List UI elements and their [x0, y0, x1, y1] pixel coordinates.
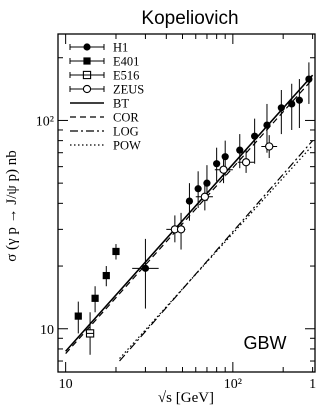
- x-tick-label: 1: [309, 377, 316, 392]
- zeus-point: [265, 142, 274, 151]
- x-tick-label: 10: [59, 377, 73, 392]
- h1-point: [251, 132, 259, 140]
- legend-marker-e401: [83, 57, 91, 65]
- legend-marker-h1: [83, 43, 91, 51]
- h1-point: [288, 100, 296, 108]
- chart-title: Kopeliovich: [141, 8, 238, 29]
- legend-marker-e516: [82, 70, 92, 80]
- e401-point: [112, 247, 120, 256]
- zeus-point: [219, 165, 228, 174]
- zeus-point: [200, 192, 209, 201]
- h1-point: [236, 146, 244, 154]
- legend-label-bt: BT: [113, 97, 129, 111]
- x-tick-label: 10²: [224, 377, 242, 392]
- h1-point: [277, 104, 285, 112]
- legend-label-zeus: ZEUS: [113, 83, 144, 97]
- zeus-point: [241, 158, 251, 167]
- legend-label-e401: E401: [113, 55, 139, 69]
- h1-point: [185, 197, 194, 205]
- e516-point: [85, 329, 95, 338]
- axis-ticks: [57, 34, 315, 372]
- h1-point: [194, 185, 202, 193]
- e401-point: [91, 294, 99, 302]
- e401-point: [102, 271, 110, 280]
- x-axis-label: √s [GeV]: [158, 390, 214, 406]
- y-axis-label: σ (γ p → J/ψ p) nb: [4, 150, 20, 262]
- model-annotation: GBW: [244, 333, 287, 353]
- e401-point: [74, 312, 82, 320]
- h1-point: [305, 75, 313, 83]
- tick-labels: 10 10² 1 10 10²: [36, 114, 316, 392]
- curve-log: [119, 140, 314, 362]
- legend-marker-zeus: [82, 84, 92, 94]
- data-points: [74, 62, 313, 355]
- legend-label-e516: E516: [113, 69, 139, 83]
- h1-point: [141, 264, 150, 272]
- h1-point: [263, 121, 271, 129]
- legend-label-h1: H1: [113, 41, 128, 55]
- legend-label-cor: COR: [113, 111, 139, 125]
- h1-point: [221, 153, 229, 161]
- h1-point: [295, 96, 303, 104]
- curve-pow: [119, 144, 314, 359]
- y-tick-label: 10²: [36, 114, 54, 129]
- legend-label-log: LOG: [113, 125, 139, 139]
- zeus-point: [176, 225, 186, 234]
- y-tick-label: 10: [40, 323, 54, 338]
- legend-label-pow: POW: [113, 139, 141, 153]
- h1-point: [213, 160, 221, 168]
